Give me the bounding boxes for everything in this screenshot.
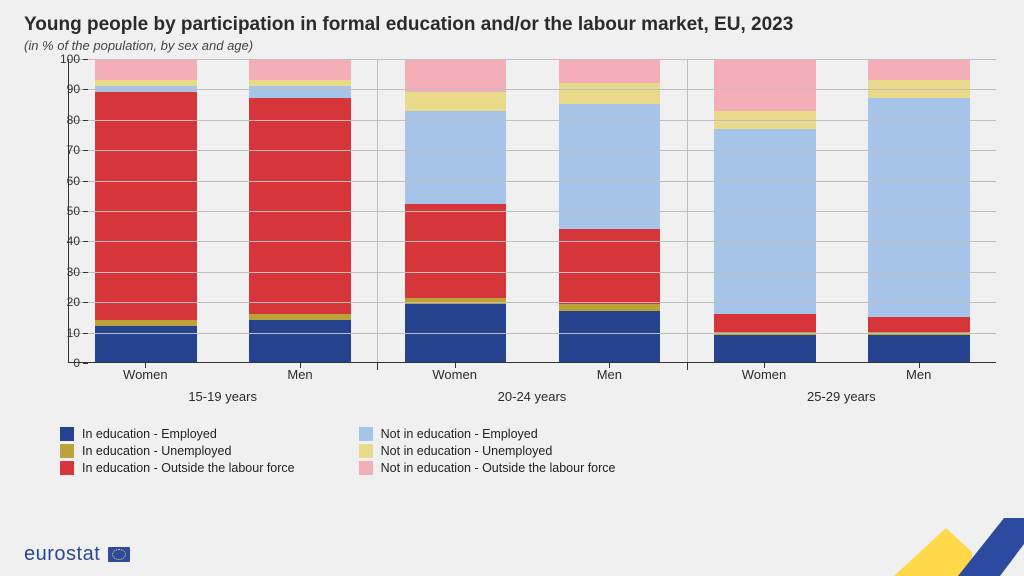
legend-item: In education - Unemployed <box>60 444 295 458</box>
x-group-label: 20-24 years <box>377 387 686 404</box>
legend: In education - Employed In education - Un… <box>60 427 1000 475</box>
legend-item: Not in education - Employed <box>359 427 616 441</box>
legend-swatch-icon <box>359 444 373 458</box>
bar-segment <box>868 317 970 332</box>
legend-swatch-icon <box>359 427 373 441</box>
bar-segment <box>405 59 507 92</box>
legend-swatch-icon <box>60 427 74 441</box>
bar-segment <box>714 314 816 332</box>
bar-segment <box>559 311 661 363</box>
gridline <box>69 333 996 334</box>
legend-label: Not in education - Outside the labour fo… <box>381 461 616 475</box>
corner-decoration-icon <box>854 498 1024 576</box>
y-tick-label: 10 <box>56 326 80 340</box>
bar-segment <box>559 229 661 305</box>
eurostat-wordmark: eurostat <box>24 543 100 566</box>
gridline <box>69 181 996 182</box>
legend-item: Not in education - Outside the labour fo… <box>359 461 616 475</box>
bar-segment <box>714 335 816 362</box>
x-group-label: 15-19 years <box>68 387 377 404</box>
y-tick-label: 100 <box>56 52 80 66</box>
gridline <box>69 241 996 242</box>
gridline <box>69 59 996 60</box>
chart-subtitle: (in % of the population, by sex and age) <box>24 38 1000 53</box>
bar-segment <box>405 92 507 110</box>
bar-segment <box>249 59 351 80</box>
legend-label: In education - Unemployed <box>82 444 231 458</box>
legend-swatch-icon <box>60 461 74 475</box>
stacked-bar-chart: WomenMen15-19 yearsWomenMen20-24 yearsWo… <box>40 59 996 419</box>
bar-segment <box>95 59 197 80</box>
y-tick-label: 40 <box>56 234 80 248</box>
bar-segment <box>714 59 816 111</box>
legend-item: Not in education - Unemployed <box>359 444 616 458</box>
y-tick-label: 30 <box>56 265 80 279</box>
gridline <box>69 211 996 212</box>
legend-item: In education - Outside the labour force <box>60 461 295 475</box>
bar-segment <box>95 92 197 319</box>
x-group-label: 25-29 years <box>687 387 996 404</box>
legend-item: In education - Employed <box>60 427 295 441</box>
chart-title: Young people by participation in formal … <box>24 14 1000 36</box>
y-tick-label: 50 <box>56 204 80 218</box>
legend-label: In education - Outside the labour force <box>82 461 295 475</box>
gridline <box>69 89 996 90</box>
bar-segment <box>405 111 507 205</box>
y-tick-label: 90 <box>56 82 80 96</box>
legend-label: In education - Employed <box>82 427 217 441</box>
gridline <box>69 120 996 121</box>
y-tick-label: 80 <box>56 113 80 127</box>
y-tick-label: 60 <box>56 174 80 188</box>
gridline <box>69 150 996 151</box>
y-tick-label: 70 <box>56 143 80 157</box>
legend-swatch-icon <box>359 461 373 475</box>
bar-segment <box>868 335 970 362</box>
bar-segment <box>249 320 351 362</box>
bar-segment <box>559 59 661 83</box>
x-axis-labels: WomenMen15-19 yearsWomenMen20-24 yearsWo… <box>68 363 996 419</box>
legend-label: Not in education - Unemployed <box>381 444 553 458</box>
gridline <box>69 272 996 273</box>
brand-footer: eurostat <box>24 543 130 566</box>
bar-segment <box>868 59 970 80</box>
eu-flag-icon <box>108 547 130 562</box>
bar-segment <box>559 83 661 104</box>
plot-area <box>68 59 996 363</box>
y-tick-label: 20 <box>56 295 80 309</box>
bar-segment <box>95 326 197 362</box>
bar-segment <box>249 98 351 313</box>
legend-swatch-icon <box>60 444 74 458</box>
y-tick-label: 0 <box>56 356 80 370</box>
gridline <box>69 302 996 303</box>
bar-segment <box>405 204 507 298</box>
legend-label: Not in education - Employed <box>381 427 538 441</box>
bar-segment <box>249 86 351 98</box>
bar-segment <box>714 129 816 314</box>
bar-segment <box>868 98 970 316</box>
